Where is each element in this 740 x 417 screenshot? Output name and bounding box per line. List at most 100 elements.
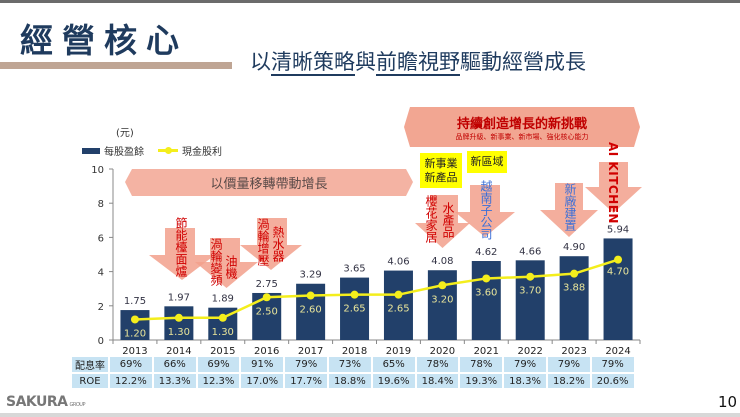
point-dividend: [482, 274, 491, 283]
x-tick-label: 2024: [605, 346, 630, 357]
line-dividend: [134, 258, 619, 321]
bar-label: 4.06: [387, 257, 409, 268]
point-dividend: [130, 315, 139, 324]
table-cell: 65%: [372, 357, 415, 372]
point-dividend: [350, 290, 359, 299]
row-label: 配息率: [72, 357, 108, 372]
sakura-logo: SAKURA GROUP: [6, 394, 86, 410]
bar-eps: [559, 256, 589, 340]
table-cell: 13.3%: [153, 374, 196, 388]
arrow-2023: [540, 183, 598, 237]
table-cell: 18.4%: [416, 374, 459, 388]
arrow-label-2015-a: 渦輪變頻: [209, 238, 223, 286]
table-cell: 18.2%: [547, 374, 590, 388]
x-tick-label: 2018: [342, 346, 367, 357]
x-tick-label: 2016: [254, 346, 279, 357]
x-tick-label: 2022: [517, 346, 542, 357]
arrow-label-2014: 節能檯面爐: [174, 217, 188, 277]
table-cell: 91%: [241, 357, 284, 372]
bar-label: 3.65: [343, 264, 365, 275]
arrow-2015: [195, 238, 258, 288]
bar-label: 1.97: [168, 292, 190, 303]
banner-new-challenges: 持續創造增長的新挑戰 品牌升級、新事業、新市場、強化核心能力: [404, 107, 640, 147]
point-label: 3.88: [563, 283, 585, 294]
x-tick-label: 2014: [166, 346, 191, 357]
page-subtitle: 以清晰策略與前瞻視野驅動經營成長: [250, 46, 586, 76]
subtitle-part: 與: [355, 50, 376, 74]
table-cell: 78%: [416, 357, 459, 372]
x-tick-label: 2017: [298, 346, 323, 357]
table-cell: 79%: [285, 357, 327, 372]
point-label: 1.20: [124, 328, 146, 339]
legend-label-dividend: 現金股利: [182, 147, 222, 158]
point-label: 2.60: [299, 305, 321, 316]
banner-subtitle: 品牌升級、新事業、新市場、強化核心能力: [455, 132, 589, 141]
page-number: 10: [718, 393, 738, 411]
bar-eps: [164, 306, 194, 340]
bar-eps: [471, 260, 501, 340]
bar-label: 1.89: [212, 294, 234, 305]
point-dividend: [526, 272, 535, 281]
point-dividend: [262, 293, 271, 302]
arrow-label-2023: 新廠建置: [563, 183, 577, 231]
point-label: 1.30: [212, 327, 234, 338]
table-cell: 17.0%: [241, 374, 284, 388]
point-label: 3.60: [475, 287, 497, 298]
box-text: 新產品: [424, 170, 458, 184]
page-title: 經營核心: [20, 21, 188, 60]
x-tick-label: 2019: [386, 346, 411, 357]
table-cell: 78%: [460, 357, 503, 372]
arrow-label-2021: 越南子公司: [479, 180, 493, 240]
legend: 每股盈餘 現金股利: [82, 143, 222, 158]
arrow-label-2020-b: 水產品: [441, 202, 455, 238]
banner-price-volume-growth: 以價量移轉帶動增長: [125, 169, 413, 196]
subtitle-emphasis: 前瞻視野: [376, 50, 460, 76]
point-dividend: [174, 313, 183, 322]
x-tick-label: 2013: [122, 346, 147, 357]
bar-label: 4.66: [519, 246, 541, 257]
arrow-2016: [240, 218, 302, 270]
arrow-2024: [585, 162, 642, 213]
x-tick-label: 2015: [210, 346, 235, 357]
arrow-2020: [415, 195, 470, 248]
row-label: ROE: [72, 374, 108, 388]
banner-text: 以價量移轉帶動增長: [210, 177, 328, 192]
table-cell: 12.3%: [197, 374, 240, 388]
point-label: 2.65: [387, 304, 409, 315]
x-tick-label: 2023: [561, 346, 586, 357]
arrow-label-2024: AI KITCHEN: [606, 142, 620, 224]
y-tick-label: 2: [98, 302, 104, 313]
x-tick-label: 2021: [474, 346, 499, 357]
logo-sub: GROUP: [69, 402, 86, 408]
table-cell: 20.6%: [591, 374, 634, 388]
y-tick-label: 0: [98, 336, 104, 347]
point-dividend: [570, 269, 579, 278]
table-cell: 79%: [504, 357, 546, 372]
subtitle-emphasis: 清晰策略: [271, 50, 355, 76]
table-row: 配息率 69% 66% 69% 91% 79% 73% 65% 78% 78% 79% 79% 79%: [72, 357, 634, 372]
bar-eps: [603, 238, 633, 340]
table-cell: 79%: [591, 357, 634, 372]
table-cell: 66%: [153, 357, 196, 372]
table-cell: 73%: [328, 357, 371, 372]
bar-eps: [120, 310, 150, 340]
title-underline-bar: [0, 62, 232, 69]
bar-label: 3.29: [299, 270, 321, 281]
legend-label-eps: 每股盈餘: [104, 147, 144, 158]
subtitle-part: 驅動經營成長: [460, 50, 586, 74]
table-cell: 69%: [197, 357, 240, 372]
box-text: 新區域: [470, 155, 504, 168]
point-label: 4.70: [607, 267, 629, 278]
box-text: 新事業: [424, 156, 458, 170]
point-label: 1.30: [168, 327, 190, 338]
table-cell: 79%: [547, 357, 590, 372]
subtitle-part: 以: [250, 50, 271, 74]
bar-eps: [515, 260, 545, 340]
arrow-label-2015-b: 油機: [224, 255, 238, 279]
bar-label: 4.90: [563, 242, 585, 253]
top-border: [0, 0, 740, 3]
point-dividend: [614, 255, 623, 264]
table-cell: 18.8%: [328, 374, 371, 388]
y-tick-label: 10: [91, 165, 104, 176]
